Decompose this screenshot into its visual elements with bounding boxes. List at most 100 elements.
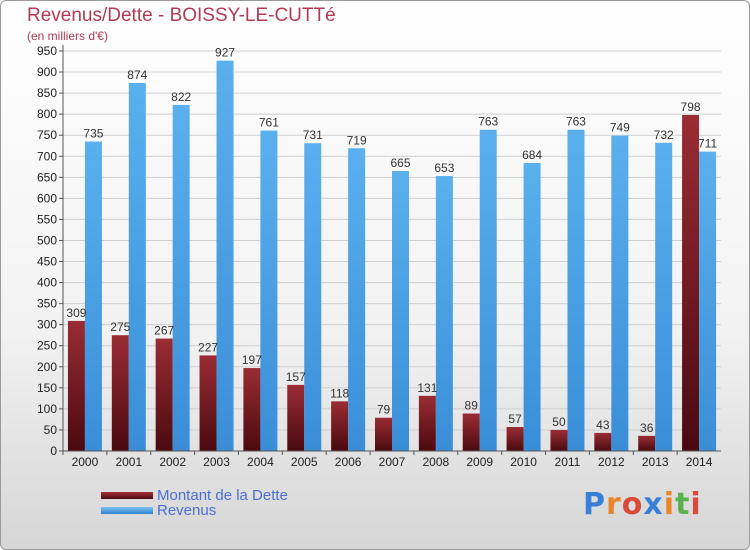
bar-revenus: [304, 143, 322, 452]
bar-revenus: [699, 151, 717, 451]
x-tick-label: 2004: [247, 455, 274, 469]
value-label-dette: 43: [596, 418, 610, 432]
bar-dette: [199, 355, 217, 451]
y-tick-label: 250: [37, 339, 57, 353]
bar-dette: [462, 413, 480, 451]
value-label-dette: 157: [286, 370, 306, 384]
bar-dette: [682, 115, 700, 451]
x-tick-label: 2010: [510, 455, 537, 469]
chart-title: Revenus/Dette - BOISSY-LE-CUTTé: [27, 5, 336, 26]
value-label-revenus: 735: [83, 127, 103, 141]
bar-dette: [287, 384, 305, 451]
x-tick-label: 2005: [291, 455, 318, 469]
bar-dette: [418, 395, 436, 451]
x-tick-label: 2002: [159, 455, 186, 469]
y-tick-label: 50: [44, 423, 58, 437]
bar-revenus: [435, 176, 453, 452]
x-tick-label: 2013: [642, 455, 669, 469]
bar-dette: [375, 417, 392, 451]
bars: [67, 60, 717, 452]
y-tick-label: 700: [37, 149, 57, 163]
bar-revenus: [655, 142, 673, 451]
bar-revenus: [348, 148, 366, 451]
value-label-dette: 275: [110, 320, 130, 334]
bar-revenus: [128, 83, 146, 451]
value-label-revenus: 749: [610, 121, 630, 135]
brand-letter: P: [583, 487, 606, 522]
y-tick-label: 750: [37, 128, 57, 142]
x-tick-label: 2006: [335, 455, 362, 469]
brand-letter: i: [663, 487, 676, 522]
value-label-revenus: 731: [303, 128, 323, 142]
y-tick-label: 650: [37, 170, 57, 184]
brand-letter: x: [643, 487, 664, 522]
legend-label-dette: Montant de la Dette: [157, 487, 288, 504]
y-tick-label: 0: [50, 444, 57, 458]
brand-letter: i: [690, 487, 702, 522]
y-tick-label: 600: [37, 191, 57, 205]
x-tick-label: 2011: [555, 455, 581, 469]
legend-item-revenus: Revenus: [101, 502, 216, 519]
bar-dette: [155, 338, 173, 451]
bar-revenus: [611, 135, 629, 451]
bar-revenus: [216, 60, 234, 452]
value-label-revenus: 719: [347, 133, 367, 147]
bar-dette: [331, 401, 349, 451]
bar-dette: [111, 335, 129, 451]
legend-swatch-revenus: [101, 507, 153, 514]
y-tick-label: 950: [37, 44, 57, 58]
y-axis-ticks: 0 50 100 150 200 250 300 350 400 450 500 550 600 650 7…: [37, 44, 63, 458]
value-label-revenus: 732: [654, 128, 674, 142]
value-label-dette: 89: [465, 399, 479, 413]
y-tick-label: 450: [37, 255, 57, 269]
bar-dette: [594, 432, 612, 451]
x-tick-label: 2012: [598, 455, 625, 469]
value-label-dette: 267: [154, 324, 174, 338]
bar-dette: [67, 320, 85, 451]
value-label-revenus: 711: [698, 137, 717, 151]
value-label-dette: 131: [417, 381, 437, 395]
y-tick-label: 850: [37, 86, 57, 100]
legend-label-revenus: Revenus: [157, 502, 217, 519]
x-tick-label: 2007: [379, 455, 406, 469]
y-tick-label: 300: [37, 318, 57, 332]
y-tick-label: 400: [37, 276, 57, 290]
bar-revenus: [172, 104, 190, 451]
x-axis-ticks: 2000 2001 2002 2003 2004 2005 2006 2007 2008 2009…: [62, 451, 713, 469]
value-labels: 309 735 275 874 267 822 227 927 197 761 157 731 118 7…: [66, 46, 717, 435]
y-tick-label: 150: [37, 381, 57, 395]
y-tick-label: 500: [37, 233, 57, 247]
value-label-revenus: 874: [127, 68, 147, 82]
bar-dette: [550, 429, 568, 451]
value-label-dette: 197: [242, 353, 262, 367]
legend-item-dette: Montant de la Dette: [101, 487, 288, 504]
value-label-dette: 227: [198, 340, 218, 354]
x-tick-label: 2001: [115, 455, 142, 469]
y-tick-label: 550: [37, 212, 57, 226]
value-label-dette: 36: [640, 421, 654, 435]
legend-swatch-dette: [101, 492, 153, 499]
x-tick-label: 2000: [72, 455, 99, 469]
bar-dette: [638, 435, 656, 451]
value-label-revenus: 665: [390, 156, 410, 170]
bar-dette: [243, 368, 261, 451]
bar-revenus: [567, 129, 585, 451]
x-tick-label: 2008: [423, 455, 450, 469]
value-label-dette: 798: [681, 100, 701, 114]
value-label-revenus: 763: [478, 115, 498, 129]
bar-dette: [506, 427, 524, 451]
value-label-dette: 309: [66, 306, 86, 320]
axes: [62, 45, 721, 452]
y-tick-label: 350: [37, 297, 57, 311]
value-label-dette: 50: [552, 415, 566, 429]
x-tick-label: 2014: [686, 455, 713, 469]
bar-revenus: [392, 171, 409, 451]
bar-revenus: [479, 129, 497, 451]
x-tick-label: 2003: [203, 455, 230, 469]
y-tick-label: 800: [37, 107, 57, 121]
bar-revenus: [84, 141, 102, 452]
bar-revenus: [260, 130, 278, 451]
chart-subtitle: (en milliers d'€): [27, 29, 108, 43]
x-tick-label: 2009: [466, 455, 493, 469]
